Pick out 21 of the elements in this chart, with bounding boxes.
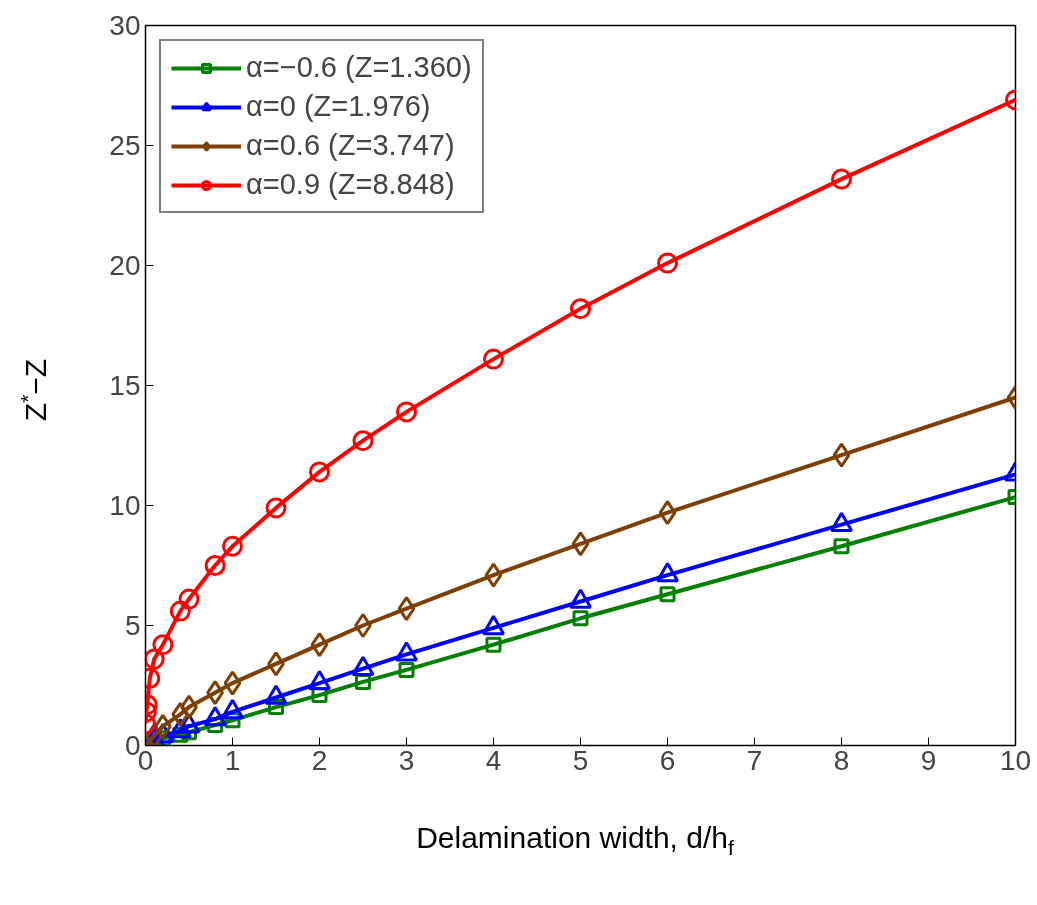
x-axis-title: Delamination width, d/h$_{f}$: [416, 820, 734, 861]
x-tick-label: 7: [746, 744, 763, 776]
x-tick-label: 4: [485, 744, 502, 776]
x-tick-label: 6: [659, 744, 676, 776]
y-tick-label: 15: [109, 370, 141, 401]
legend-label: α=0.9 (Z=8.848): [246, 168, 455, 201]
y-tick-label: 25: [109, 130, 141, 161]
x-tick-label: 2: [311, 744, 328, 776]
legend-label: α=−0.6 (Z=1.360): [246, 51, 472, 84]
x-tick-label: 8: [833, 744, 850, 776]
legend-label: α=0.6 (Z=3.747): [246, 129, 455, 162]
y-tick-label: 20: [109, 250, 141, 281]
x-tick-label: 10: [999, 744, 1032, 776]
x-tick-label: 9: [920, 744, 937, 776]
x-tick-label: 1: [224, 744, 241, 776]
y-tick-label: 5: [124, 610, 141, 641]
y-tick-label: 10: [109, 490, 141, 521]
legend-label: α=0 (Z=1.976): [246, 90, 431, 123]
y-tick-label: 30: [109, 10, 141, 41]
x-tick-label: 3: [398, 744, 415, 776]
x-tick-label: 5: [572, 744, 589, 776]
